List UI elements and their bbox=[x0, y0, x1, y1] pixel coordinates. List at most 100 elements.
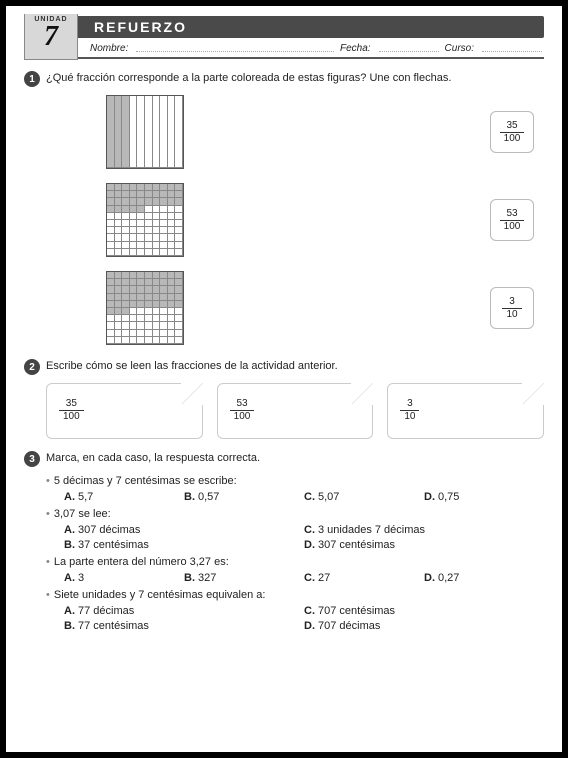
option[interactable]: A.5,7 bbox=[64, 491, 184, 503]
fraction-denominator: 100 bbox=[59, 411, 84, 423]
option-row: A.3B.327C.27D.0,27 bbox=[46, 572, 544, 584]
option-letter: A. bbox=[64, 491, 75, 503]
option-text: 307 décimas bbox=[78, 524, 140, 536]
option-letter: D. bbox=[304, 620, 315, 632]
option-letter: B. bbox=[184, 572, 195, 584]
info-row: Nombre: Fecha: Curso: bbox=[24, 38, 544, 59]
q2-text: Escribe cómo se leen las fracciones de l… bbox=[46, 359, 338, 372]
option-row: B.77 centésimasD.707 décimas bbox=[46, 620, 544, 632]
option-text: 3 unidades 7 décimas bbox=[318, 524, 425, 536]
qnum-2: 2 bbox=[24, 359, 40, 375]
sub-prompt: •5 décimas y 7 centésimas se escribe: bbox=[46, 475, 544, 487]
q1-row: 35100 bbox=[46, 95, 544, 169]
option-letter: D. bbox=[424, 491, 435, 503]
option-text: 37 centésimas bbox=[78, 539, 149, 551]
answer-box[interactable]: 310 bbox=[387, 383, 544, 439]
name-label: Nombre: bbox=[90, 43, 128, 54]
option[interactable]: C.3 unidades 7 décimas bbox=[304, 524, 544, 536]
qnum-1: 1 bbox=[24, 71, 40, 87]
option-letter: B. bbox=[184, 491, 195, 503]
fraction-denominator: 100 bbox=[230, 411, 255, 423]
fraction-denominator: 100 bbox=[500, 133, 525, 145]
option-text: 327 bbox=[198, 572, 216, 584]
option[interactable]: C.707 centésimas bbox=[304, 605, 544, 617]
option[interactable]: D.0,75 bbox=[424, 491, 544, 503]
option-row: B.37 centésimasD.307 centésimas bbox=[46, 539, 544, 551]
fraction-numerator: 53 bbox=[230, 398, 255, 411]
option-letter: A. bbox=[64, 605, 75, 617]
option-text: 5,7 bbox=[78, 491, 93, 503]
option-text: 307 centésimas bbox=[318, 539, 395, 551]
fraction-numerator: 3 bbox=[502, 296, 521, 309]
q1-text: ¿Qué fracción corresponde a la parte col… bbox=[46, 71, 451, 84]
fraction-numerator: 3 bbox=[400, 398, 419, 411]
fraction-denominator: 100 bbox=[500, 221, 525, 233]
option-text: 27 bbox=[318, 572, 330, 584]
option[interactable]: C.5,07 bbox=[304, 491, 424, 503]
option-letter: C. bbox=[304, 605, 315, 617]
option[interactable]: D.0,27 bbox=[424, 572, 544, 584]
option-row: A.5,7B.0,57C.5,07D.0,75 bbox=[46, 491, 544, 503]
fraction-numerator: 35 bbox=[59, 398, 84, 411]
q1-row: 310 bbox=[46, 271, 544, 345]
worksheet-header: REFUERZO UNIDAD 7 Nombre: Fecha: Curso: bbox=[24, 16, 544, 59]
option-text: 3 bbox=[78, 572, 84, 584]
sub-prompt: •3,07 se lee: bbox=[46, 508, 544, 520]
option-letter: C. bbox=[304, 524, 315, 536]
fraction-figure bbox=[106, 271, 184, 345]
option-row: A.307 décimasC.3 unidades 7 décimas bbox=[46, 524, 544, 536]
option[interactable]: A.77 décimas bbox=[64, 605, 304, 617]
option[interactable]: B.327 bbox=[184, 572, 304, 584]
q3-body: •5 décimas y 7 centésimas se escribe:A.5… bbox=[24, 475, 544, 632]
option-letter: C. bbox=[304, 572, 315, 584]
q1-row: 53100 bbox=[46, 183, 544, 257]
option-letter: C. bbox=[304, 491, 315, 503]
course-label: Curso: bbox=[445, 43, 474, 54]
fraction-box: 310 bbox=[490, 287, 534, 329]
sub-prompt: •La parte entera del número 3,27 es: bbox=[46, 556, 544, 568]
option[interactable]: B.37 centésimas bbox=[64, 539, 304, 551]
option[interactable]: B.77 centésimas bbox=[64, 620, 304, 632]
answer-box[interactable]: 53100 bbox=[217, 383, 374, 439]
option[interactable]: A.3 bbox=[64, 572, 184, 584]
option[interactable]: B.0,57 bbox=[184, 491, 304, 503]
name-line[interactable] bbox=[136, 41, 334, 52]
option-text: 0,57 bbox=[198, 491, 219, 503]
option[interactable]: C.27 bbox=[304, 572, 424, 584]
fraction-numerator: 35 bbox=[500, 120, 525, 133]
fraction-numerator: 53 bbox=[500, 208, 525, 221]
option[interactable]: A.307 décimas bbox=[64, 524, 304, 536]
option-letter: A. bbox=[64, 572, 75, 584]
unit-box: UNIDAD 7 bbox=[24, 14, 78, 60]
option-letter: B. bbox=[64, 620, 75, 632]
sub-prompt: •Siete unidades y 7 centésimas equivalen… bbox=[46, 589, 544, 601]
fraction-figure bbox=[106, 183, 184, 257]
qnum-3: 3 bbox=[24, 451, 40, 467]
option-letter: D. bbox=[304, 539, 315, 551]
date-label: Fecha: bbox=[340, 43, 371, 54]
option-text: 0,27 bbox=[438, 572, 459, 584]
option[interactable]: D.707 décimas bbox=[304, 620, 544, 632]
q2-body: 3510053100310 bbox=[24, 383, 544, 439]
option-text: 77 décimas bbox=[78, 605, 134, 617]
question-3: 3 Marca, en cada caso, la respuesta corr… bbox=[24, 451, 544, 467]
option-letter: B. bbox=[64, 539, 75, 551]
option[interactable]: D.307 centésimas bbox=[304, 539, 544, 551]
option-text: 707 centésimas bbox=[318, 605, 395, 617]
banner-title: REFUERZO bbox=[24, 16, 544, 38]
answer-box[interactable]: 35100 bbox=[46, 383, 203, 439]
option-text: 5,07 bbox=[318, 491, 339, 503]
option-text: 0,75 bbox=[438, 491, 459, 503]
option-row: A.77 décimasC.707 centésimas bbox=[46, 605, 544, 617]
course-line[interactable] bbox=[482, 41, 542, 52]
date-line[interactable] bbox=[379, 41, 439, 52]
q1-body: 3510053100310 bbox=[24, 95, 544, 345]
fraction-figure bbox=[106, 95, 184, 169]
unit-number: 7 bbox=[25, 23, 77, 51]
option-letter: D. bbox=[424, 572, 435, 584]
option-letter: A. bbox=[64, 524, 75, 536]
option-text: 77 centésimas bbox=[78, 620, 149, 632]
fraction-box: 35100 bbox=[490, 111, 534, 153]
question-1: 1 ¿Qué fracción corresponde a la parte c… bbox=[24, 71, 544, 87]
option-text: 707 décimas bbox=[318, 620, 380, 632]
